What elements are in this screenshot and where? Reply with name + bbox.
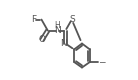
Text: F: F: [31, 15, 37, 24]
Text: S: S: [69, 15, 75, 24]
Text: N: N: [54, 26, 61, 35]
Text: −: −: [98, 58, 106, 66]
Text: H: H: [55, 21, 60, 30]
Text: O: O: [38, 36, 45, 44]
Text: N: N: [60, 39, 67, 48]
